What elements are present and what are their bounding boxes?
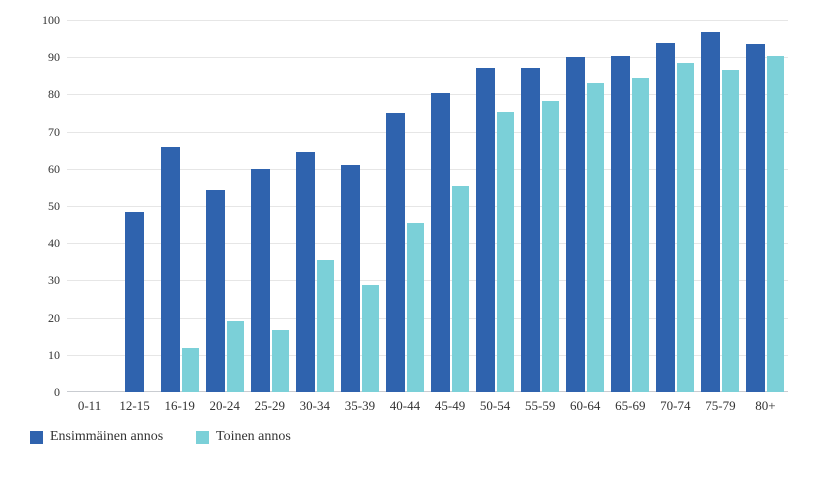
bar-second-dose-40-44[interactable] xyxy=(406,223,424,392)
bar-first-dose-20-24[interactable] xyxy=(205,190,225,392)
bar-first-dose-45-49[interactable] xyxy=(431,92,451,392)
x-axis-label-30-34: 30-34 xyxy=(299,398,331,413)
y-axis-tick-label: 10 xyxy=(48,347,60,362)
x-axis-line xyxy=(67,391,788,392)
x-axis-label-75-79: 75-79 xyxy=(705,398,736,413)
x-axis-label-60-64: 60-64 xyxy=(570,398,601,413)
bar-first-dose-55-59[interactable] xyxy=(521,68,541,392)
bar-second-dose-16-19[interactable] xyxy=(181,348,199,392)
gridline-20 xyxy=(67,317,788,319)
gridline-80 xyxy=(67,94,788,96)
bar-group-0-11 xyxy=(67,20,112,392)
bar-group-30-34 xyxy=(292,20,337,392)
bar-group-35-39 xyxy=(337,20,382,392)
bar-second-dose-30-34[interactable] xyxy=(316,259,334,392)
x-axis-label-80+: 80+ xyxy=(755,398,776,413)
bar-second-dose-45-49[interactable] xyxy=(452,186,470,392)
legend-label-second-dose: Toinen annos xyxy=(216,429,291,444)
x-axis-label-45-49: 45-49 xyxy=(434,398,466,413)
x-axis-label-12-15: 12-15 xyxy=(119,398,150,413)
x-axis-label-20-24: 20-24 xyxy=(209,398,240,413)
bar-groups xyxy=(67,20,788,392)
bar-group-40-44 xyxy=(382,20,427,392)
legend-item-first-dose[interactable]: Ensimmäinen annos xyxy=(30,429,163,445)
gridline-60 xyxy=(67,168,788,170)
gridline-30 xyxy=(67,280,788,282)
y-axis-tick-label: 40 xyxy=(48,236,60,251)
bar-first-dose-70-74[interactable] xyxy=(656,42,676,392)
gridline-90 xyxy=(67,57,788,59)
y-axis-tick-label: 80 xyxy=(48,87,60,102)
legend: Ensimmäinen annos Toinen annos xyxy=(0,429,840,449)
bar-group-25-29 xyxy=(247,20,292,392)
y-axis-tick-label: 30 xyxy=(48,273,60,288)
bar-first-dose-25-29[interactable] xyxy=(250,168,270,392)
bar-group-16-19 xyxy=(157,20,202,392)
plot-area xyxy=(67,20,788,392)
bar-group-20-24 xyxy=(202,20,247,392)
y-axis-tick-label: 100 xyxy=(42,13,60,27)
x-axis-label-35-39: 35-39 xyxy=(344,398,376,413)
gridline-100 xyxy=(67,20,788,21)
bar-second-dose-75-79[interactable] xyxy=(722,69,740,392)
y-axis: 0 10 20 30 40 50 60 70 80 90 100 xyxy=(0,0,60,480)
y-axis-tick-label: 0 xyxy=(54,385,60,399)
legend-item-second-dose[interactable]: Toinen annos xyxy=(196,429,291,445)
bar-group-45-49 xyxy=(428,20,473,392)
bar-first-dose-65-69[interactable] xyxy=(611,55,631,392)
legend-swatch-second-dose xyxy=(196,430,209,444)
bar-first-dose-35-39[interactable] xyxy=(340,165,360,392)
y-axis-tick-label: 60 xyxy=(48,161,60,176)
y-axis-tick-label: 70 xyxy=(48,124,60,139)
bar-first-dose-50-54[interactable] xyxy=(476,68,496,392)
gridline-10 xyxy=(67,354,788,356)
legend-label-first-dose: Ensimmäinen annos xyxy=(50,429,164,444)
bar-first-dose-75-79[interactable] xyxy=(701,32,721,392)
bar-first-dose-16-19[interactable] xyxy=(160,147,180,392)
x-axis-label-70-74: 70-74 xyxy=(660,398,691,413)
y-axis-tick-label: 90 xyxy=(48,50,60,65)
x-axis-label-55-59: 55-59 xyxy=(524,398,556,413)
x-axis-label-16-19: 16-19 xyxy=(164,398,195,413)
bar-second-dose-25-29[interactable] xyxy=(271,329,289,392)
x-axis: 0-11 12-15 16-19 20-24 25-29 30-34 35-39 40-44 4… xyxy=(67,398,788,414)
x-axis-label-50-54: 50-54 xyxy=(479,398,511,413)
bar-first-dose-30-34[interactable] xyxy=(295,152,315,392)
bar-group-12-15 xyxy=(112,20,157,392)
bar-group-50-54 xyxy=(473,20,518,392)
bar-first-dose-80+[interactable] xyxy=(746,44,766,392)
gridline-50 xyxy=(67,206,788,207)
bar-group-65-69 xyxy=(608,20,653,392)
bar-second-dose-65-69[interactable] xyxy=(632,77,650,392)
bar-first-dose-12-15[interactable] xyxy=(125,211,145,392)
bar-second-dose-60-64[interactable] xyxy=(587,83,605,392)
bar-second-dose-70-74[interactable] xyxy=(677,63,695,392)
gridline-70 xyxy=(67,131,788,133)
bar-second-dose-80+[interactable] xyxy=(767,56,785,392)
y-axis-tick-label: 50 xyxy=(48,199,60,213)
legend-swatch-first-dose xyxy=(30,430,43,444)
x-axis-label-65-69: 65-69 xyxy=(615,398,646,413)
y-axis-tick-label: 20 xyxy=(48,310,60,325)
x-axis-label-25-29: 25-29 xyxy=(254,398,285,413)
bar-first-dose-40-44[interactable] xyxy=(385,113,405,392)
bar-second-dose-20-24[interactable] xyxy=(226,321,244,392)
x-axis-label-0-11: 0-11 xyxy=(77,398,102,413)
bar-first-dose-60-64[interactable] xyxy=(566,56,586,392)
bar-second-dose-35-39[interactable] xyxy=(361,284,379,392)
bar-group-70-74 xyxy=(653,20,698,392)
bar-group-75-79 xyxy=(698,20,743,392)
x-axis-label-40-44: 40-44 xyxy=(389,398,421,413)
bar-group-55-59 xyxy=(518,20,563,392)
gridline-40 xyxy=(67,243,788,245)
bar-group-60-64 xyxy=(563,20,608,392)
bar-second-dose-50-54[interactable] xyxy=(497,111,515,392)
bar-group-80+ xyxy=(743,20,788,392)
bar-second-dose-55-59[interactable] xyxy=(542,101,560,392)
